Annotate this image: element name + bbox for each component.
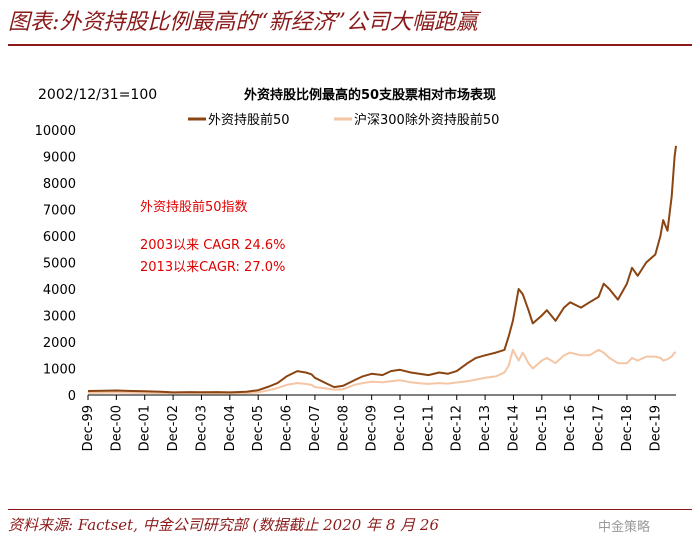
base-note: 2002/12/31=100 [38, 87, 157, 103]
x-tick-label: Dec-13 [478, 405, 493, 451]
x-tick-label: Dec-06 [280, 405, 295, 451]
plot-area [87, 145, 677, 395]
x-tick-label: Dec-17 [592, 405, 607, 451]
x-axis: Dec-99 Dec-00 Dec-01 Dec-02 Dec-03 Dec-04 Dec-… [81, 394, 676, 451]
x-tick-label: Dec-03 [194, 405, 209, 451]
page-title: 图表:外资持股比例最高的“新经济”公司大幅跑赢 [8, 10, 478, 35]
x-tick-label: Dec-12 [450, 405, 465, 451]
y-tick-label: 10000 [35, 124, 76, 139]
x-tick-label: Dec-10 [393, 405, 408, 451]
y-axis: 0 1000 2000 3000 4000 5000 6000 7000 8000 9000 100… [35, 124, 76, 404]
source-note: 资料来源: Factset, 中金公司研究部 (数据截止 2020 年 8 月 … [8, 516, 439, 534]
x-tick-label: Dec-19 [648, 405, 663, 451]
x-tick-label: Dec-08 [336, 405, 351, 451]
y-tick-label: 0 [68, 389, 76, 404]
annotation-cagr-2013: 2013以来CAGR: 27.0% [140, 260, 285, 275]
x-tick-label: Dec-07 [308, 405, 323, 451]
y-tick-label: 4000 [43, 283, 76, 298]
y-tick-label: 2000 [43, 336, 76, 351]
y-tick-label: 5000 [43, 257, 76, 272]
footer-divider [8, 509, 692, 510]
header-divider [8, 44, 692, 46]
chart-title: 外资持股比例最高的50支股票相对市场表现 [243, 87, 496, 103]
x-tick-label: Dec-99 [81, 405, 96, 451]
x-tick-label: Dec-14 [506, 405, 521, 451]
y-tick-label: 7000 [43, 204, 76, 219]
series-line-main [87, 145, 677, 394]
x-tick-label: Dec-02 [166, 405, 181, 451]
x-tick-label: Dec-00 [109, 405, 124, 451]
legend: 外资持股前50 沪深300除外资持股前50 [188, 112, 499, 128]
x-tick-label: Dec-09 [365, 405, 380, 451]
legend-label-main: 外资持股前50 [208, 112, 290, 128]
x-tick-label: Dec-18 [620, 405, 635, 451]
y-tick-label: 3000 [43, 310, 76, 325]
y-tick-label: 1000 [43, 363, 76, 378]
watermark: 中金策略 [598, 520, 651, 535]
x-tick-label: Dec-01 [138, 405, 153, 451]
annotation-cagr-2003: 2003以来 CAGR 24.6% [140, 238, 286, 253]
x-tick-label: Dec-11 [421, 405, 436, 451]
annotation-index-name: 外资持股前50指数 [140, 199, 248, 215]
legend-label-bench: 沪深300除外资持股前50 [354, 112, 499, 128]
x-tick-label: Dec-16 [563, 405, 578, 451]
x-tick-label: Dec-04 [223, 405, 238, 451]
y-tick-label: 6000 [43, 230, 76, 245]
x-tick-label: Dec-15 [535, 405, 550, 451]
y-tick-label: 8000 [43, 177, 76, 192]
y-tick-label: 9000 [43, 151, 76, 166]
series-line-bench [87, 348, 676, 395]
x-tick-label: Dec-05 [251, 405, 266, 451]
annotations: 外资持股前50指数 2003以来 CAGR 24.6% 2013以来CAGR: … [140, 199, 286, 275]
